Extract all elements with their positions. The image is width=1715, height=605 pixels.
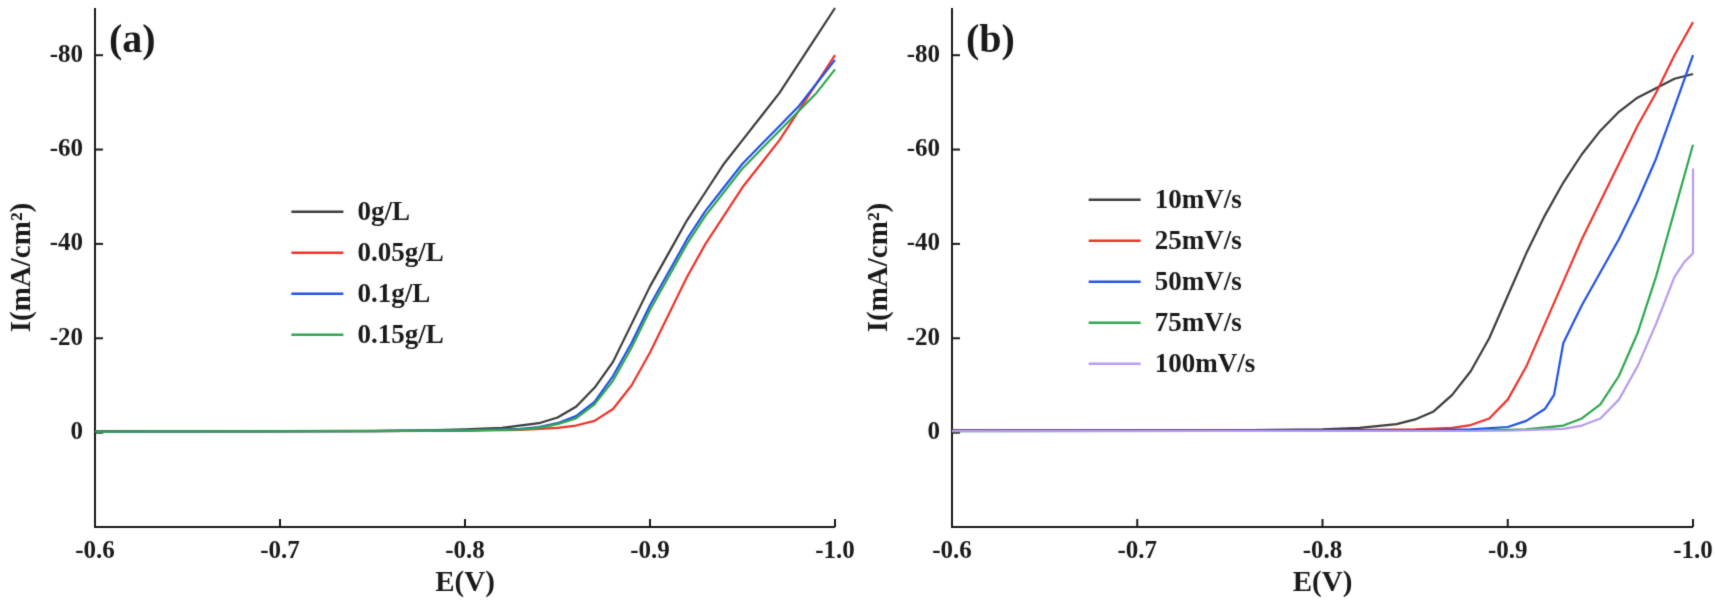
chart-a-canvas [0, 0, 857, 605]
chart-panel-a [0, 0, 857, 605]
chart-panel-b [857, 0, 1715, 605]
chart-b-canvas [857, 0, 1715, 605]
